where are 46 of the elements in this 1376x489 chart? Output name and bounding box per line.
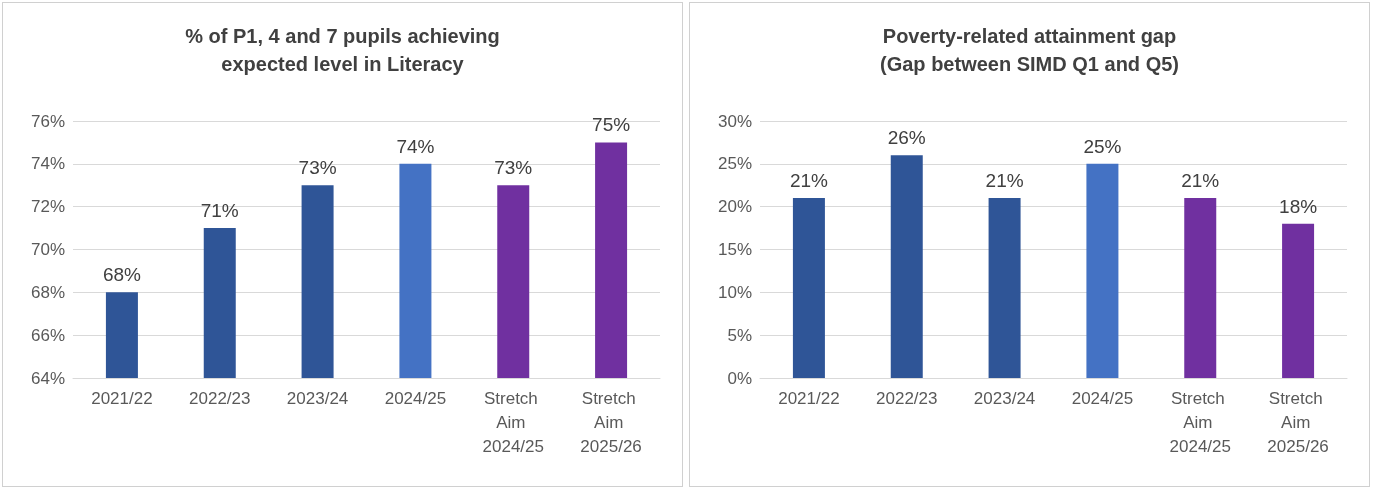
data-label: 75% — [592, 114, 631, 136]
y-tick-label: 0% — [727, 368, 752, 388]
y-tick-label: 25% — [717, 154, 752, 174]
data-label: 68% — [102, 264, 142, 286]
y-tick-label: 5% — [727, 325, 752, 345]
y-tick-label: 10% — [717, 282, 752, 302]
x-tick-label: 2024/25 — [1071, 388, 1134, 408]
bar — [890, 155, 923, 378]
y-tick-label: 70% — [30, 240, 65, 259]
x-tick-label: Stretch Aim 2024/25 — [1169, 388, 1231, 456]
data-label: 71% — [200, 200, 239, 222]
chart-title: % of P1, 4 and 7 pupils achieving expected level in Literacy — [185, 25, 500, 75]
x-tick-label: Stretch Aim 2024/25 — [482, 388, 544, 456]
y-tick-label: 72% — [30, 197, 65, 217]
y-tick-label: 64% — [30, 368, 65, 388]
y-tick-label: 76% — [30, 111, 65, 131]
data-label: 73% — [494, 157, 533, 179]
x-tick-label: 2021/22 — [91, 388, 153, 408]
bar — [988, 198, 1021, 378]
y-tick-label: 68% — [30, 282, 65, 302]
y-tick-label: 66% — [30, 325, 65, 345]
data-label: 21% — [789, 170, 829, 192]
x-tick-label: Stretch Aim 2025/26 — [580, 388, 642, 456]
data-label: 73% — [298, 157, 337, 179]
y-tick-label: 30% — [717, 111, 752, 131]
chart-title: Poverty-related attainment gap (Gap between SIMD Q1 and Q5) — [880, 25, 1179, 75]
y-tick-label: 20% — [717, 197, 752, 217]
x-tick-label: 2022/23 — [876, 388, 938, 408]
data-label: 18% — [1279, 195, 1318, 217]
bar — [1086, 163, 1119, 378]
x-tick-label: 2024/25 — [384, 388, 447, 408]
data-label: 21% — [1181, 170, 1220, 192]
y-tick-label: 15% — [717, 240, 752, 259]
bar — [1282, 223, 1315, 378]
x-tick-label: 2023/24 — [973, 388, 1036, 408]
data-label: 25% — [1083, 135, 1122, 157]
bar — [1184, 198, 1217, 378]
x-tick-label: Stretch Aim 2025/26 — [1267, 388, 1329, 456]
data-label: 74% — [396, 135, 435, 157]
x-tick-label: 2023/24 — [286, 388, 349, 408]
bar — [792, 198, 825, 378]
x-tick-label: 2021/22 — [778, 388, 840, 408]
y-tick-label: 74% — [30, 154, 65, 174]
x-tick-label: 2022/23 — [189, 388, 251, 408]
data-label: 26% — [887, 127, 926, 149]
data-label: 21% — [985, 170, 1024, 192]
